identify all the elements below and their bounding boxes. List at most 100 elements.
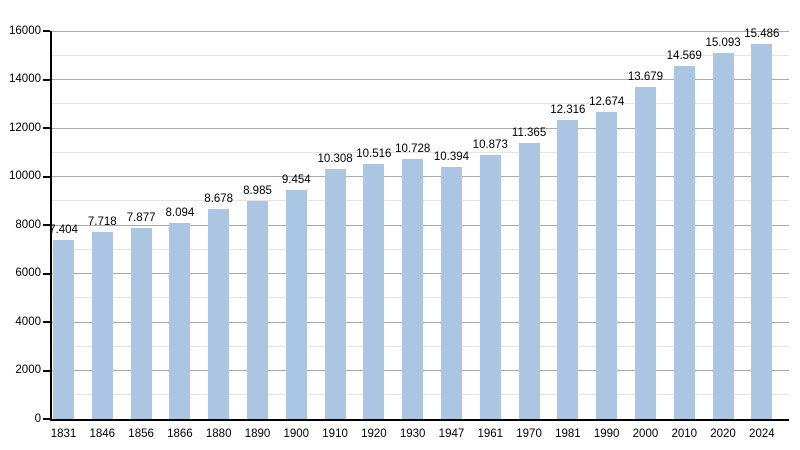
x-tick-label: 1831: [50, 428, 77, 440]
x-tick-label: 1930: [399, 428, 426, 440]
y-tick-mark: [43, 127, 50, 129]
bar-value-label: 15.486: [744, 27, 780, 40]
minor-gridline: [52, 151, 789, 153]
bar-value-label: 12.674: [589, 95, 625, 108]
x-tick-label: 1910: [322, 428, 348, 440]
bar-value-label: 11.365: [511, 127, 547, 140]
bar-slot: 8.985 1890: [243, 31, 285, 440]
x-tick-label: 1900: [283, 428, 310, 440]
bar-slot: 10.394 1947: [434, 31, 479, 440]
bar-value-label: 8.094: [165, 206, 195, 219]
x-tick-label: 1856: [128, 428, 154, 440]
bar-slot: 7.404 1831: [49, 31, 91, 441]
bar-slot: 12.674 1990: [589, 31, 634, 440]
bar: [324, 169, 346, 419]
bars-container: 7.404 1831 7.718 1846 7.877 1856 8.094 1866 8.67…: [49, 28, 789, 441]
bar: [246, 201, 268, 419]
y-tick-mark: [43, 30, 50, 32]
bar-value-label: 7.877: [126, 212, 156, 224]
y-tick-label: 4000: [15, 315, 41, 328]
bar: [479, 155, 501, 419]
bar-slot: 10.728 1930: [395, 31, 440, 440]
minor-gridline: [52, 103, 789, 105]
y-tick-label: 8000: [15, 218, 41, 231]
x-tick-label: 1947: [438, 428, 465, 440]
bar: [712, 53, 734, 419]
x-tick-label: 2010: [671, 428, 698, 440]
x-tick-label: 1970: [516, 428, 542, 440]
bar-value-label: 10.308: [317, 153, 353, 165]
y-tick-mark: [43, 78, 50, 81]
bar-slot: 9.454 1900: [281, 31, 324, 440]
bar-value-label: 8.985: [243, 185, 272, 198]
bar: [91, 231, 113, 419]
x-tick-label: 1880: [205, 428, 232, 440]
y-tick-mark: [43, 369, 50, 372]
bar-value-label: 7.718: [87, 215, 117, 228]
bar: [596, 111, 618, 419]
y-tick-label: 0: [34, 412, 41, 425]
bar-value-label: 12.316: [550, 104, 586, 117]
bar-value-label: 10.516: [356, 148, 392, 160]
bar-slot: 11.365 1970: [512, 31, 557, 440]
bar-value-label: 7.404: [49, 223, 78, 236]
bar-value-label: 15.093: [705, 37, 741, 49]
y-tick-label: 12000: [9, 121, 41, 134]
bar: [751, 43, 773, 419]
bar: [208, 208, 230, 419]
x-tick-label: 2024: [749, 428, 775, 440]
bar-slot: 15.486 2024: [744, 28, 789, 441]
bar-slot: 10.308 1910: [317, 31, 363, 440]
x-tick-label: 1890: [244, 428, 271, 440]
x-tick-label: 1920: [361, 428, 387, 440]
bar-value-label: 13.679: [627, 71, 664, 84]
y-tick-label: 6000: [15, 267, 41, 279]
bar: [169, 222, 191, 419]
y-tick-mark: [43, 224, 50, 226]
bar: [673, 65, 695, 419]
bar: [285, 189, 307, 419]
bar: [53, 239, 74, 419]
x-tick-label: 1981: [555, 428, 581, 440]
x-tick-label: 2020: [710, 428, 736, 440]
bar-value-label: 14.569: [666, 49, 702, 62]
y-tick-mark: [43, 175, 50, 178]
bar-slot: 10.516 1920: [356, 31, 401, 440]
bar-slot: 8.678 1880: [204, 31, 246, 440]
y-tick-label: 14000: [9, 73, 41, 85]
major-gridline: [52, 79, 789, 80]
x-tick-label: 1846: [89, 428, 116, 440]
y-tick-label: 16000: [9, 24, 41, 37]
y-tick-label: 2000: [15, 364, 41, 376]
bar-slot: 8.094 1866: [165, 31, 207, 440]
minor-gridline: [52, 54, 789, 56]
bar: [440, 166, 462, 419]
bar: [402, 158, 424, 419]
bar-value-label: 10.394: [433, 150, 470, 163]
bar-value-label: 10.873: [472, 139, 508, 152]
major-gridline: [52, 127, 789, 129]
bar-slot: 7.877 1856: [126, 31, 169, 440]
x-tick-label: 1990: [593, 428, 620, 440]
y-tick-mark: [43, 321, 50, 323]
x-tick-label: 1961: [477, 428, 504, 440]
bar-slot: 7.718 1846: [87, 31, 130, 440]
bar: [130, 228, 152, 419]
bar-slot: 13.679 2000: [628, 31, 673, 440]
bar-slot: 12.316 1981: [550, 31, 595, 440]
x-tick-label: 1866: [167, 428, 193, 440]
bar: [557, 120, 579, 419]
bar-slot: 10.873 1961: [473, 31, 518, 440]
y-tick-mark: [43, 418, 50, 420]
bar-slot: 14.569 2010: [667, 31, 712, 440]
plot-area: 0 2000 4000 6000 8000 10000 12000 14000 16000 7.…: [9, 25, 789, 441]
bar: [634, 87, 656, 419]
y-tick-mark: [43, 272, 50, 275]
bar-value-label: 9.454: [281, 173, 311, 186]
bar-slot: 15.093 2020: [705, 31, 751, 440]
bar-value-label: 8.678: [204, 192, 234, 205]
bar-value-label: 10.728: [395, 142, 431, 155]
bar: [518, 143, 540, 419]
major-gridline: [52, 30, 789, 32]
